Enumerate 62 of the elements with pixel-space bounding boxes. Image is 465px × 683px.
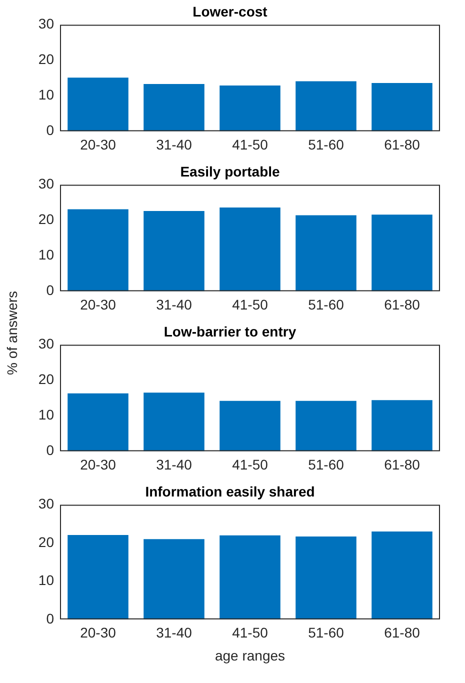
x-tick-label: 51-60 xyxy=(308,456,344,472)
chart-title: Information easily shared xyxy=(145,483,315,500)
y-tick-label: 20 xyxy=(38,371,54,388)
x-tick-label: 51-60 xyxy=(308,136,344,152)
chart-title: Easily portable xyxy=(180,163,280,180)
bar xyxy=(220,535,280,620)
x-tick-label: 41-50 xyxy=(232,456,268,472)
x-tick-label: 61-80 xyxy=(384,456,420,472)
x-tick-label: 61-80 xyxy=(384,624,420,641)
y-tick-label: 20 xyxy=(38,51,54,68)
x-tick-label: 31-40 xyxy=(156,136,192,152)
chart-title: Lower-cost xyxy=(192,3,268,20)
x-tick-label: 20-30 xyxy=(80,456,116,472)
y-tick-label: 0 xyxy=(46,610,54,626)
y-tick-label: 10 xyxy=(38,246,54,263)
x-tick-label: 41-50 xyxy=(232,624,268,641)
y-tick-label: 0 xyxy=(46,282,54,298)
bar xyxy=(296,400,356,452)
bar xyxy=(372,82,432,132)
y-tick-label: 30 xyxy=(38,176,54,192)
x-tick-label: 31-40 xyxy=(156,624,192,641)
y-tick-label: 10 xyxy=(38,86,54,103)
y-tick-label: 20 xyxy=(38,534,54,550)
x-tick-label: 51-60 xyxy=(308,624,344,641)
bar xyxy=(296,536,356,620)
y-tick-label: 30 xyxy=(38,496,54,512)
y-axis-title: % of answers xyxy=(4,290,20,374)
bar xyxy=(220,208,280,292)
y-tick-label: 10 xyxy=(38,406,54,423)
bar xyxy=(220,400,280,452)
bar xyxy=(220,85,280,132)
bar xyxy=(144,539,204,620)
bar xyxy=(144,392,204,452)
bar xyxy=(68,393,128,452)
y-tick-label: 30 xyxy=(38,336,54,352)
y-tick-label: 30 xyxy=(38,16,54,32)
y-tick-label: 0 xyxy=(46,122,54,138)
y-tick-label: 20 xyxy=(38,211,54,228)
x-tick-label: 20-30 xyxy=(80,624,116,641)
x-axis-title: age ranges xyxy=(214,647,286,664)
bar xyxy=(296,81,356,132)
x-tick-label: 61-80 xyxy=(384,296,420,312)
bar xyxy=(372,532,432,620)
bar xyxy=(144,84,204,132)
chart-title: Low-barrier to entry xyxy=(164,323,296,340)
bar xyxy=(68,78,128,132)
bar xyxy=(144,211,204,292)
x-tick-label: 31-40 xyxy=(156,456,192,472)
bar xyxy=(372,400,432,452)
x-tick-label: 20-30 xyxy=(80,296,116,312)
x-tick-label: 31-40 xyxy=(156,296,192,312)
bar xyxy=(68,534,128,620)
x-tick-label: 61-80 xyxy=(384,136,420,152)
bar xyxy=(296,215,356,292)
x-tick-label: 41-50 xyxy=(232,136,268,152)
bar xyxy=(372,214,432,292)
y-tick-label: 10 xyxy=(38,572,54,588)
y-tick-label: 0 xyxy=(46,442,54,458)
bar xyxy=(68,209,128,292)
x-tick-label: 20-30 xyxy=(80,136,116,152)
x-tick-label: 41-50 xyxy=(232,296,268,312)
x-tick-label: 51-60 xyxy=(308,296,344,312)
